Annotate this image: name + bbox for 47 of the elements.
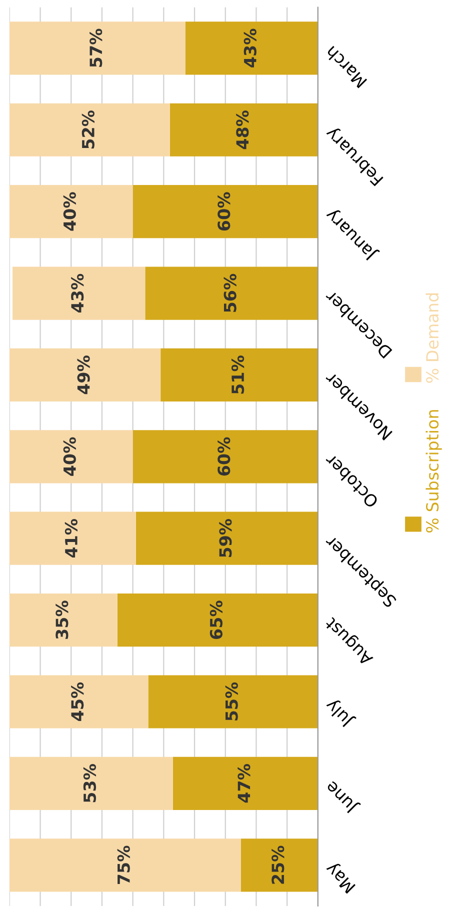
data-label: 53% xyxy=(83,764,96,802)
y-tick-label: July xyxy=(324,696,357,730)
bar xyxy=(148,675,318,728)
bar xyxy=(117,594,318,647)
bar xyxy=(136,512,318,565)
data-label: 59% xyxy=(219,518,232,558)
bar xyxy=(170,103,318,156)
bar xyxy=(145,266,318,320)
data-label: 57% xyxy=(90,28,102,67)
data-label: 55% xyxy=(225,682,238,720)
data-label: 43% xyxy=(71,274,84,312)
bar xyxy=(9,512,136,565)
text: % Demand xyxy=(426,293,439,383)
bar xyxy=(172,756,318,810)
data-label: 25% xyxy=(272,846,284,884)
data-label: 56% xyxy=(224,274,236,312)
bar xyxy=(9,22,186,75)
data-label: 45% xyxy=(71,682,84,721)
bar xyxy=(9,594,118,647)
bar xyxy=(12,266,146,320)
data-label: 60% xyxy=(218,192,230,230)
bar xyxy=(9,756,173,810)
data-label: 65% xyxy=(210,600,222,639)
data-label: 75% xyxy=(117,846,130,884)
data-label: 40% xyxy=(63,192,76,231)
data-label: 51% xyxy=(231,356,244,394)
bar xyxy=(240,838,318,892)
data-label: 52% xyxy=(82,110,94,149)
data-label: 47% xyxy=(238,764,250,803)
bar xyxy=(9,185,133,238)
bar xyxy=(185,22,318,75)
bar xyxy=(9,430,133,484)
bar xyxy=(9,838,241,892)
text: % Subscription xyxy=(426,410,442,532)
data-label: 48% xyxy=(236,110,249,150)
bar xyxy=(9,103,170,156)
data-label: 49% xyxy=(77,356,90,394)
data-label: 35% xyxy=(56,600,68,639)
data-label: 43% xyxy=(244,28,256,68)
bar xyxy=(132,185,318,238)
data-label: 40% xyxy=(63,437,76,476)
bar xyxy=(9,675,148,728)
bar xyxy=(132,430,318,484)
bar xyxy=(9,348,161,402)
data-label: 60% xyxy=(218,437,230,476)
bar xyxy=(160,348,318,402)
data-label: 41% xyxy=(64,518,78,558)
